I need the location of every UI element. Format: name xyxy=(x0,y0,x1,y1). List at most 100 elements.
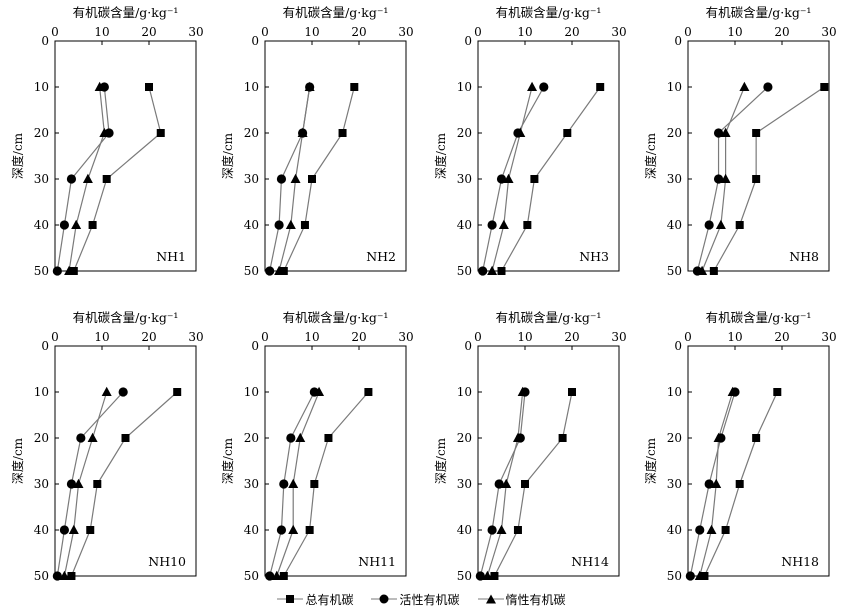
y-tick-label: 20 xyxy=(457,431,472,445)
x-tick-label: 0 xyxy=(51,25,59,39)
panel-label: NH2 xyxy=(366,249,396,264)
y-tick-label: 10 xyxy=(457,385,472,399)
data-point-triangle xyxy=(64,265,75,275)
data-point-square xyxy=(364,388,373,396)
y-tick-label: 0 xyxy=(41,34,49,48)
data-point-triangle xyxy=(512,432,523,442)
data-point-circle xyxy=(763,82,773,92)
data-point-triangle xyxy=(73,478,84,488)
data-point-square xyxy=(69,267,78,275)
x-tick-label: 30 xyxy=(821,330,836,344)
plot-frame xyxy=(264,40,407,272)
x-axis-title: 有机碳含量/g·kg⁻¹ xyxy=(706,5,812,20)
data-point-triangle xyxy=(496,524,507,534)
data-point-square xyxy=(300,221,309,229)
y-tick-label: 0 xyxy=(251,34,259,48)
data-point-square xyxy=(735,221,744,229)
data-point-square xyxy=(521,480,529,488)
y-tick-label: 40 xyxy=(244,523,259,537)
y-tick-label: 20 xyxy=(457,126,472,140)
y-tick-label: 0 xyxy=(41,339,49,353)
data-point-square xyxy=(173,388,182,396)
legend-item-inert: 惰性有机碳 xyxy=(477,591,566,608)
legend-item-active: 活性有机碳 xyxy=(371,591,460,608)
x-tick-label: 30 xyxy=(188,330,203,344)
y-tick-label: 30 xyxy=(457,172,472,186)
data-point-circle xyxy=(66,174,77,184)
data-point-square xyxy=(93,480,102,488)
chart-panel-nh18: 有机碳含量/g·kg⁻¹ 深度/cm 0 10 20 30 0 10 20 30 40 50 NH18 xyxy=(643,310,837,583)
data-point-circle xyxy=(52,571,62,581)
x-tick-label: 10 xyxy=(727,330,742,344)
y-tick-label: 30 xyxy=(667,477,682,491)
data-point-triangle xyxy=(314,386,325,396)
y-tick-label: 10 xyxy=(244,80,259,94)
data-point-triangle xyxy=(711,478,722,488)
data-point-square xyxy=(558,434,567,442)
panel-label: NH18 xyxy=(781,554,819,569)
y-tick-label: 50 xyxy=(667,569,682,583)
y-tick-label: 40 xyxy=(667,218,682,232)
data-point-triangle xyxy=(82,173,93,183)
panel-label: NH14 xyxy=(571,554,609,569)
x-tick-label: 20 xyxy=(564,25,579,39)
data-point-circle xyxy=(496,174,507,184)
data-point-triangle xyxy=(101,386,112,396)
data-point-square xyxy=(145,83,153,91)
panel-label: NH3 xyxy=(579,249,609,264)
series-line-square xyxy=(70,391,178,577)
data-point-triangle xyxy=(482,570,493,580)
plot-frame xyxy=(54,40,197,272)
data-point-circle xyxy=(118,387,128,397)
data-point-triangle xyxy=(87,432,98,442)
data-point-square xyxy=(735,480,744,488)
plot-frame xyxy=(477,40,620,272)
chart-panel-nh2: 有机碳含量/g·kg⁻¹ 深度/cm 0 10 20 30 0 10 20 30 40 50 NH2 xyxy=(220,5,414,278)
data-point-circle xyxy=(59,220,69,230)
x-tick-label: 0 xyxy=(684,25,692,39)
x-tick-label: 0 xyxy=(474,25,482,39)
y-tick-label: 40 xyxy=(457,218,472,232)
plot-frame xyxy=(687,40,830,272)
data-point-triangle xyxy=(694,570,705,580)
plot-frame xyxy=(687,345,830,577)
y-tick-label: 50 xyxy=(34,264,49,278)
y-tick-label: 30 xyxy=(34,172,49,186)
data-point-circle xyxy=(487,525,497,535)
data-point-triangle xyxy=(68,524,79,534)
y-axis-title: 深度/cm xyxy=(220,132,235,179)
data-point-triangle xyxy=(527,81,538,91)
data-point-square xyxy=(700,572,709,580)
legend-triangle-marker-icon xyxy=(477,594,504,604)
data-point-triangle xyxy=(697,265,708,275)
data-point-triangle xyxy=(71,219,82,229)
y-tick-label: 20 xyxy=(244,126,259,140)
data-point-circle xyxy=(76,433,86,443)
y-tick-label: 40 xyxy=(244,218,259,232)
series-line-circle xyxy=(269,86,311,272)
y-tick-label: 0 xyxy=(674,34,682,48)
x-tick-label: 0 xyxy=(684,330,692,344)
legend-circle-marker-icon xyxy=(371,594,398,604)
panel-label: NH8 xyxy=(789,249,819,264)
y-tick-label: 20 xyxy=(667,431,682,445)
chart-panel-nh1: 有机碳含量/g·kg⁻¹ 深度/cm 0 10 20 30 0 10 20 30 40 50 NH1 xyxy=(10,5,204,278)
legend-label-inert: 惰性有机碳 xyxy=(505,592,566,607)
chart-panel-nh14: 有机碳含量/g·kg⁻¹ 深度/cm 0 10 20 30 0 10 20 30 40 50 NH14 xyxy=(433,310,627,583)
data-point-circle xyxy=(685,571,695,581)
data-point-circle xyxy=(494,479,504,489)
chart-panel-nh3: 有机碳含量/g·kg⁻¹ 深度/cm 0 10 20 30 0 10 20 30 40 50 NH3 xyxy=(433,5,627,278)
data-point-triangle xyxy=(99,127,110,137)
data-point-circle xyxy=(478,266,488,276)
series-line-square xyxy=(283,391,369,577)
data-point-square xyxy=(279,572,288,580)
y-tick-label: 10 xyxy=(244,385,259,399)
y-axis-title: 深度/cm xyxy=(220,437,235,484)
data-point-circle xyxy=(539,82,549,92)
legend-label-active: 活性有机碳 xyxy=(399,592,460,607)
data-point-square xyxy=(102,175,111,183)
data-point-square xyxy=(490,572,499,580)
y-tick-label: 40 xyxy=(667,523,682,537)
y-tick-label: 20 xyxy=(667,126,682,140)
y-tick-label: 20 xyxy=(244,431,259,445)
